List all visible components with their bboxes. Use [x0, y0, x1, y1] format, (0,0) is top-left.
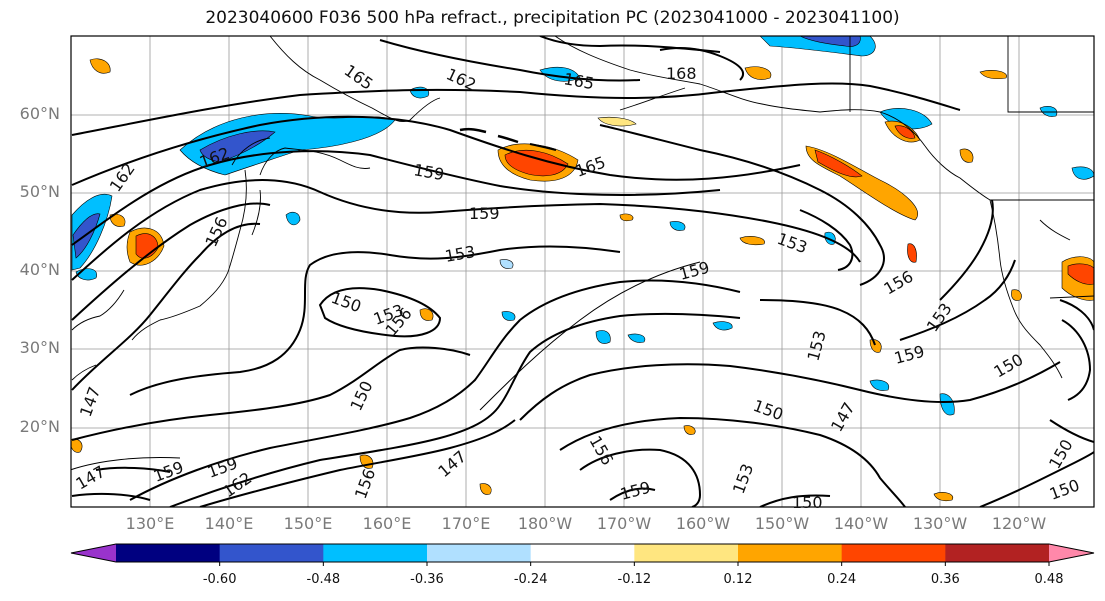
lon-label: 120°W — [991, 514, 1047, 533]
colorbar-segment — [945, 544, 1050, 562]
contour-label: 168 — [666, 64, 697, 83]
lon-label: 150°W — [754, 514, 810, 533]
lat-label-20n: 20°N — [19, 417, 60, 436]
contour-label: 150 — [792, 493, 823, 512]
colorbar-extend-high — [1049, 544, 1094, 562]
colorbar-segment — [116, 544, 221, 562]
refractivity-contours-thin — [71, 261, 701, 471]
lat-label-60n: 60°N — [19, 104, 60, 123]
colorbar-segment — [634, 544, 739, 562]
colorbar — [70, 543, 1095, 566]
map-title: 2023040600 F036 500 hPa refract., precip… — [205, 8, 900, 28]
colorbar-tick-label: -0.60 — [202, 572, 237, 587]
colorbar-segment — [530, 544, 635, 562]
colorbar-tick-label: 0.24 — [827, 572, 857, 587]
lon-label: 160°W — [675, 514, 731, 533]
lon-label: 130°W — [912, 514, 968, 533]
colorbar-segment — [219, 544, 324, 562]
lon-label: 170°W — [596, 514, 652, 533]
colorbar-tick-label: 0.36 — [930, 572, 960, 587]
lat-label-40n: 40°N — [19, 260, 60, 279]
colorbar-outline — [70, 543, 1095, 563]
colorbar-segment — [427, 544, 532, 562]
lon-label: 180°W — [517, 514, 573, 533]
contour-label: 159 — [469, 204, 500, 223]
colorbar-segment — [738, 544, 843, 562]
colorbar-tick-label: -0.12 — [617, 572, 652, 587]
lon-label: 160°E — [362, 514, 412, 533]
map-frame — [70, 35, 1095, 508]
colorbar-tick-label: -0.48 — [306, 572, 341, 587]
colorbar-tick-label: -0.24 — [513, 572, 548, 587]
colorbar-extend-low — [71, 544, 116, 562]
lon-label: 130°E — [125, 514, 175, 533]
colorbar-tick-label: 0.12 — [723, 572, 753, 587]
colorbar-tick-label: -0.36 — [410, 572, 444, 587]
lon-label: 140°E — [204, 514, 254, 533]
refractivity-contours — [71, 36, 1094, 507]
colorbar-segment — [841, 544, 946, 562]
colorbar-tick-label: 0.48 — [1034, 572, 1064, 587]
lat-label-50n: 50°N — [19, 182, 60, 201]
colorbar-segment — [323, 544, 428, 562]
precip-positive-areas — [71, 58, 1094, 502]
lon-label: 140°W — [833, 514, 889, 533]
lon-label: 150°E — [283, 514, 333, 533]
lon-label: 170°E — [441, 514, 491, 533]
lat-label-30n: 30°N — [19, 338, 60, 357]
